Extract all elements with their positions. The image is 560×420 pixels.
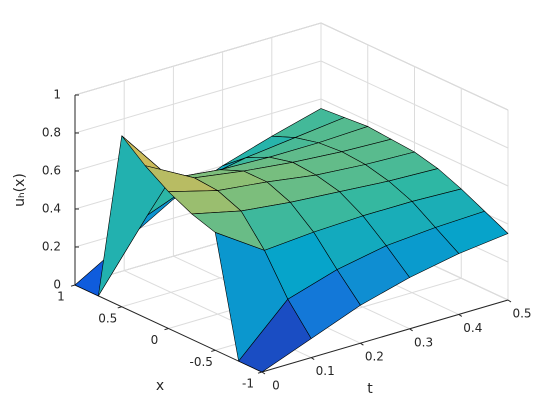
- surface-patch: [98, 135, 172, 297]
- tick-mark: [360, 342, 364, 346]
- z-axis-label: uₕ(x): [12, 173, 28, 207]
- axis-line: [261, 299, 509, 373]
- x-tick-label: -0.5: [190, 355, 213, 369]
- z-tick-label: 0.8: [42, 126, 61, 140]
- grid-line: [74, 60, 322, 134]
- x-tick-label: -1: [242, 377, 254, 391]
- tick-mark: [409, 328, 413, 332]
- grid-line: [320, 98, 509, 187]
- tick-mark: [310, 357, 315, 361]
- z-tick-label: 0.6: [42, 164, 61, 178]
- x-axis-label: x: [156, 378, 164, 394]
- grid-line: [320, 22, 509, 111]
- z-tick-label: 0: [53, 278, 61, 292]
- tick-mark: [70, 284, 76, 287]
- y-tick-label: 0.2: [365, 350, 384, 364]
- x-tick-label: 1: [57, 290, 65, 304]
- x-tick-label: 0.5: [98, 311, 117, 325]
- z-tick-label: 0.2: [42, 240, 61, 254]
- tick-mark: [261, 371, 266, 375]
- z-tick-label: 0.4: [42, 202, 61, 216]
- y-tick-label: 0.3: [414, 335, 433, 349]
- tick-mark: [117, 306, 122, 309]
- grid-line: [74, 98, 322, 172]
- z-tick-label: 1: [53, 88, 61, 102]
- y-tick-label: 0.4: [463, 321, 482, 335]
- tick-mark: [507, 299, 512, 303]
- y-tick-label: 0: [272, 379, 280, 393]
- x-tick-label: 0: [151, 333, 159, 347]
- tick-mark: [164, 328, 169, 331]
- tick-mark: [211, 349, 216, 352]
- t-axis-label: t: [367, 381, 373, 397]
- grid-line: [320, 60, 509, 149]
- y-tick-label: 0.5: [512, 307, 531, 321]
- grid-line: [74, 22, 322, 96]
- surface-patch: [238, 298, 312, 373]
- tick-mark: [257, 371, 263, 374]
- tick-mark: [458, 313, 463, 317]
- y-tick-label: 0.1: [316, 364, 335, 378]
